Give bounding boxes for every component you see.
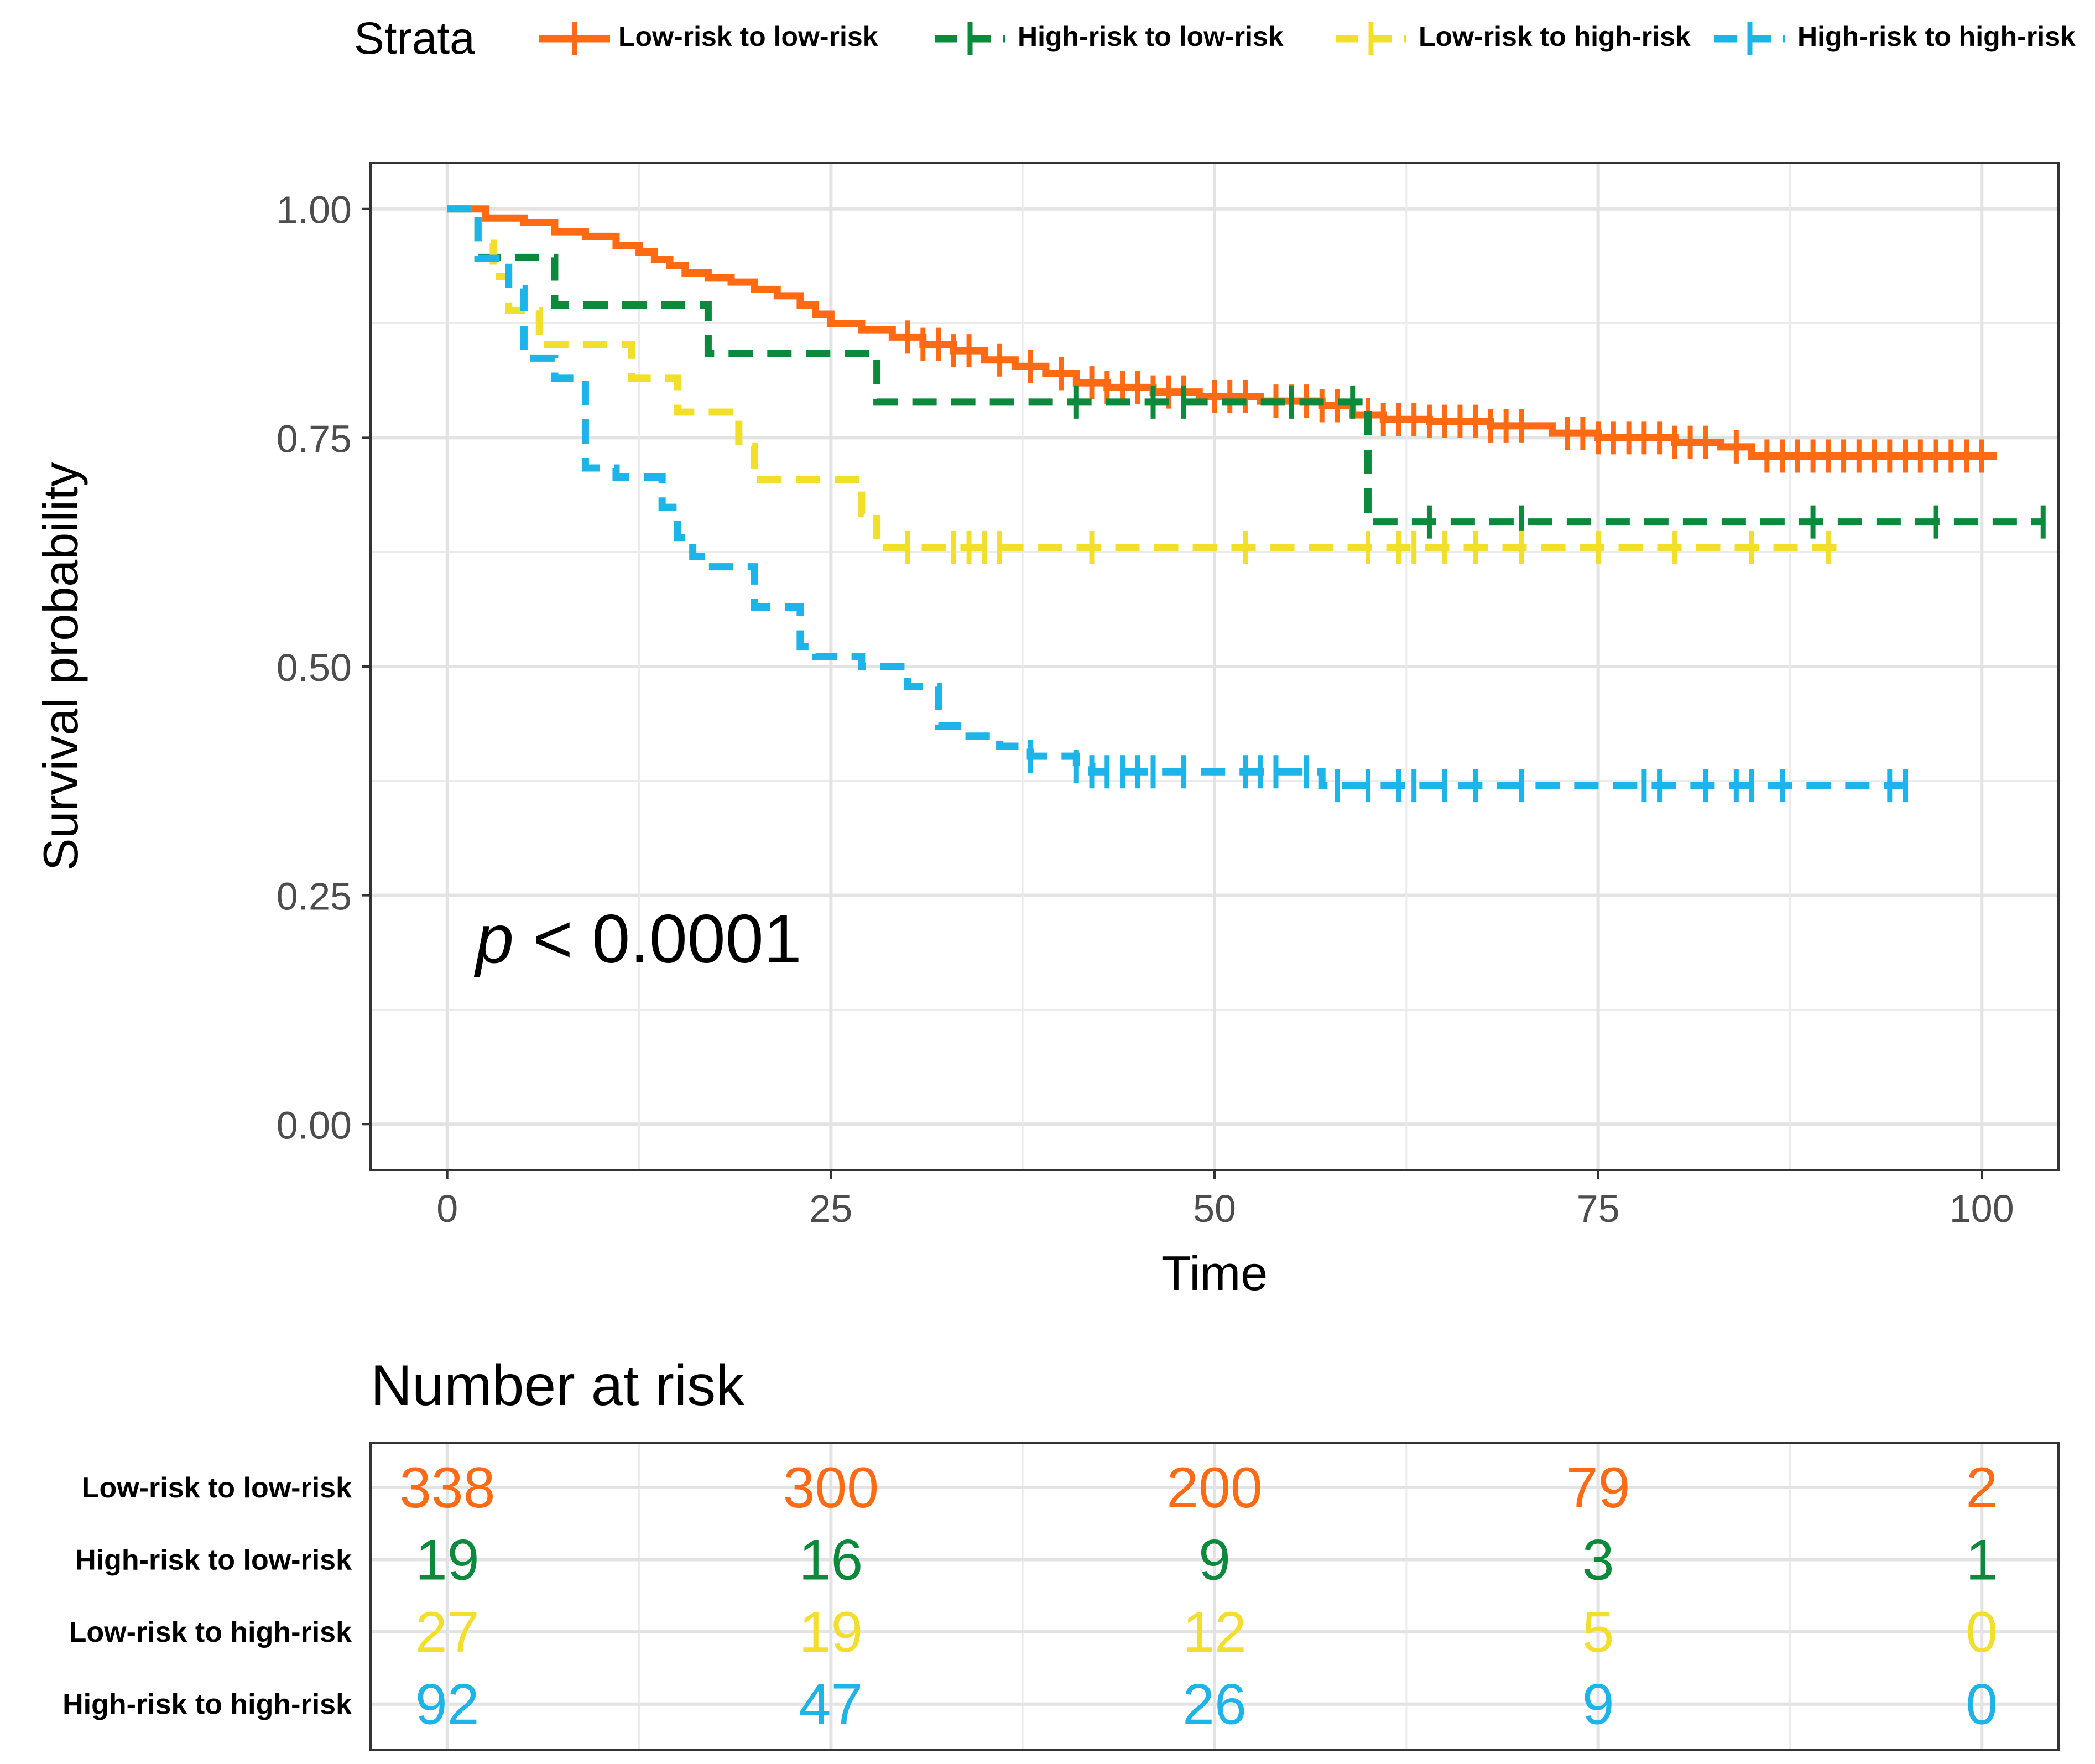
risk-cell: 0: [1966, 1673, 1998, 1737]
x-tick-label: 50: [1193, 1187, 1236, 1230]
risk-cell: 5: [1582, 1600, 1614, 1664]
legend-entry-2: High-risk to low-risk: [935, 21, 1284, 55]
risk-row-label: Low-risk to low-risk: [82, 1472, 352, 1504]
legend-entry-3: Low-risk to high-risk: [1336, 21, 1691, 55]
p-value-text: < 0.0001: [514, 901, 802, 977]
legend: Strata Low-risk to low-risk High-risk to …: [354, 13, 2076, 64]
survival-plot: 0.00 0.25 0.50 0.75 1.00 0 25 50 75 100 p < 0.000…: [33, 162, 2060, 1300]
x-tick-label: 0: [436, 1187, 458, 1230]
risk-cell: 2: [1966, 1456, 1998, 1520]
risk-cell: 27: [415, 1600, 480, 1664]
legend-entry-4: High-risk to high-risk: [1714, 21, 2076, 55]
risk-cell: 1: [1966, 1528, 1998, 1593]
risk-table-cells: Low-risk to low-risk 338 300 200 79 2High-ris…: [62, 1456, 1998, 1737]
y-tick-label: 0.00: [277, 1104, 352, 1147]
risk-cell: 19: [415, 1528, 480, 1593]
plot-axes: 0.00 0.25 0.50 0.75 1.00 0 25 50 75 100: [277, 189, 2014, 1230]
y-tick-label: 0.75: [277, 417, 352, 460]
risk-cell: 47: [799, 1673, 863, 1737]
legend-label: High-risk to low-risk: [1018, 21, 1284, 52]
y-tick-label: 1.00: [277, 189, 352, 232]
risk-cell: 12: [1182, 1600, 1247, 1664]
legend-label: Low-risk to low-risk: [618, 21, 878, 52]
risk-cell: 200: [1166, 1456, 1263, 1520]
risk-cell: 9: [1582, 1673, 1614, 1737]
risk-row-label: Low-risk to high-risk: [69, 1616, 352, 1648]
series-1: [447, 205, 1998, 473]
risk-cell: 16: [799, 1528, 863, 1593]
risk-cell: 19: [799, 1600, 863, 1664]
risk-cell: 0: [1966, 1600, 1998, 1664]
risk-row-label: High-risk to high-risk: [62, 1689, 352, 1721]
risk-cell: 9: [1198, 1528, 1231, 1593]
risk-table: Number at risk Low-risk to low-risk 338 30…: [62, 1354, 2060, 1751]
risk-cell: 338: [399, 1456, 496, 1520]
plot-grid: [371, 163, 2058, 1170]
risk-table-border: [369, 1442, 2060, 1751]
risk-table-grid: [371, 1443, 2058, 1750]
legend-label: Low-risk to high-risk: [1419, 21, 1691, 52]
survival-curves: [447, 205, 2046, 803]
risk-cell: 300: [783, 1456, 879, 1520]
x-axis-label: Time: [1161, 1246, 1268, 1300]
x-tick-label: 100: [1950, 1187, 2014, 1230]
risk-cell: 3: [1582, 1528, 1614, 1593]
legend-title: Strata: [354, 13, 475, 64]
y-tick-label: 0.50: [277, 646, 352, 689]
p-value-prefix: p: [473, 901, 514, 977]
risk-cell: 79: [1566, 1456, 1630, 1520]
y-tick-label: 0.25: [277, 875, 352, 918]
series-2: [447, 205, 2046, 539]
risk-cell: 26: [1182, 1673, 1247, 1737]
risk-table-title: Number at risk: [371, 1354, 745, 1418]
series-4: [447, 205, 1908, 803]
risk-cell: 92: [415, 1673, 480, 1737]
x-tick-label: 25: [809, 1187, 852, 1230]
x-tick-label: 75: [1577, 1187, 1620, 1230]
survival-curve: [447, 205, 2044, 526]
legend-label: High-risk to high-risk: [1797, 21, 2076, 52]
p-value-annotation: p < 0.0001: [473, 901, 802, 977]
risk-row-label: High-risk to low-risk: [75, 1544, 352, 1576]
y-axis-label: Survival probability: [33, 462, 88, 871]
legend-entry-1: Low-risk to low-risk: [539, 21, 878, 55]
